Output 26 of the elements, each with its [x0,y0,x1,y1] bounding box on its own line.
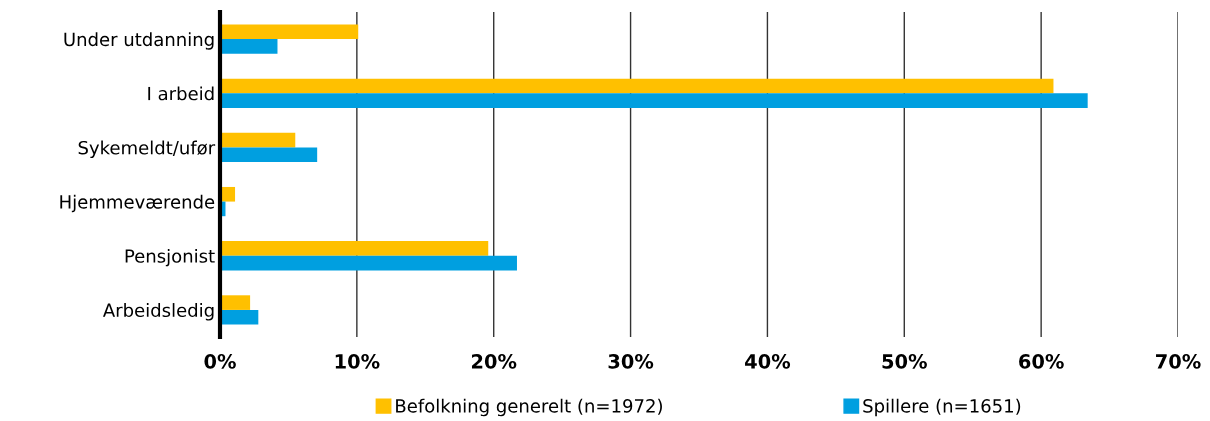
bar [220,39,278,54]
y-tick-label: I arbeid [148,86,214,101]
y-tick-label: Hjemmeværende [60,194,215,213]
x-tick-label: 40% [745,354,791,369]
bar [220,147,318,163]
y-tick-label: Under utdanning [64,32,214,50]
bar [220,93,1088,108]
x-tick-label: 70% [1156,354,1201,369]
x-tick-label: 30% [608,354,654,369]
bar [220,241,489,256]
legend-label: Befolkning generelt (n=1972) [396,398,662,417]
bar [220,24,359,40]
bar [220,132,296,148]
bar [220,309,259,325]
y-tick-label: Arbeidsledig [102,303,214,321]
y-tick-label: Pensjonist [125,248,215,267]
legend-label: Spillere (n=1651) [863,398,1021,417]
bar [220,295,251,310]
x-tick-label: 10% [335,354,380,369]
bar [220,78,1054,94]
bar [220,255,517,271]
x-tick-label: 50% [882,354,927,369]
x-tick-label: 20% [471,354,517,369]
y-tick-label: Sykemeldt/ufør [78,140,216,159]
x-tick-label: 0% [204,354,236,369]
x-tick-label: 60% [1019,354,1064,369]
